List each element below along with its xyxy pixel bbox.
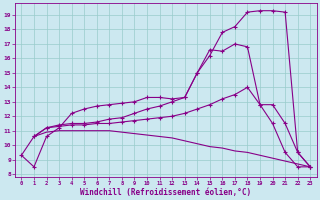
X-axis label: Windchill (Refroidissement éolien,°C): Windchill (Refroidissement éolien,°C) [80, 188, 252, 197]
